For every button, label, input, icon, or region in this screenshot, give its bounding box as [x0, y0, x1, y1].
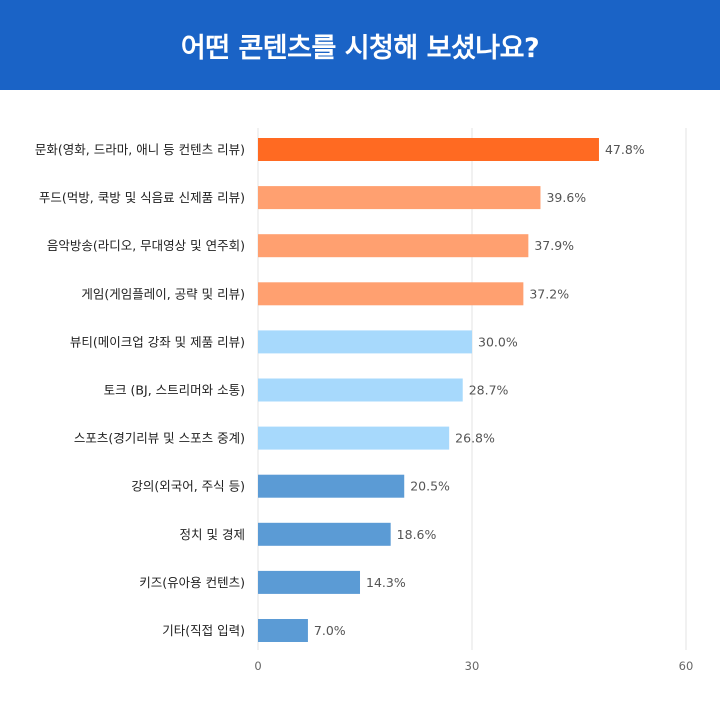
x-tick-label: 30 [465, 659, 480, 673]
category-label: 게임(게임플레이, 공략 및 리뷰) [81, 286, 245, 301]
category-label: 스포츠(경기리뷰 및 스포츠 중계) [74, 431, 245, 446]
value-label: 47.8% [605, 142, 645, 157]
category-label: 키즈(유아용 컨텐츠) [139, 575, 245, 590]
bar [258, 426, 450, 450]
category-label: 뷰티(메이크업 강좌 및 제품 리뷰) [70, 334, 245, 349]
bar [258, 330, 472, 354]
category-label: 푸드(먹방, 쿡방 및 식음료 신제품 리뷰) [39, 190, 245, 205]
bar [258, 234, 529, 258]
bar [258, 378, 463, 402]
value-label: 7.0% [314, 623, 346, 638]
value-label: 26.8% [455, 431, 495, 446]
bar [258, 186, 541, 210]
category-label: 토크 (BJ, 스트리머와 소통) [104, 383, 245, 398]
bar [258, 474, 405, 498]
value-label: 37.2% [529, 286, 569, 301]
bar [258, 138, 599, 161]
bar [258, 570, 361, 594]
x-tick-label: 0 [254, 659, 261, 673]
bar [258, 522, 391, 546]
value-label: 14.3% [366, 575, 406, 590]
value-label: 20.5% [410, 479, 450, 494]
bar [258, 619, 308, 642]
page-title: 어떤 콘텐츠를 시청해 보셨나요? [180, 32, 540, 64]
value-label: 39.6% [546, 190, 586, 205]
value-label: 28.7% [469, 383, 509, 398]
x-tick-label: 60 [679, 659, 694, 673]
header-banner: 어떤 콘텐츠를 시청해 보셨나요? [0, 0, 720, 90]
category-label: 문화(영화, 드라마, 애니 등 컨텐츠 리뷰) [35, 142, 245, 157]
bars [258, 138, 599, 642]
value-label: 37.9% [534, 238, 574, 253]
bar [258, 282, 524, 306]
category-label: 강의(외국어, 주식 등) [131, 479, 245, 494]
value-label: 30.0% [478, 334, 518, 349]
bar-chart: 0 30 60 문화(영화, 드라마, 애니 등 컨텐츠 리뷰) 47.8% 푸드(먹방,… [35, 128, 693, 673]
category-label: 음악방송(라디오, 무대영상 및 연주회) [47, 238, 245, 253]
value-label: 18.6% [397, 527, 437, 542]
category-label: 정치 및 경제 [180, 527, 245, 542]
labels: 0 30 60 문화(영화, 드라마, 애니 등 컨텐츠 리뷰) 47.8% 푸드(먹방,… [35, 142, 693, 673]
category-label: 기타(직접 입력) [162, 623, 245, 638]
